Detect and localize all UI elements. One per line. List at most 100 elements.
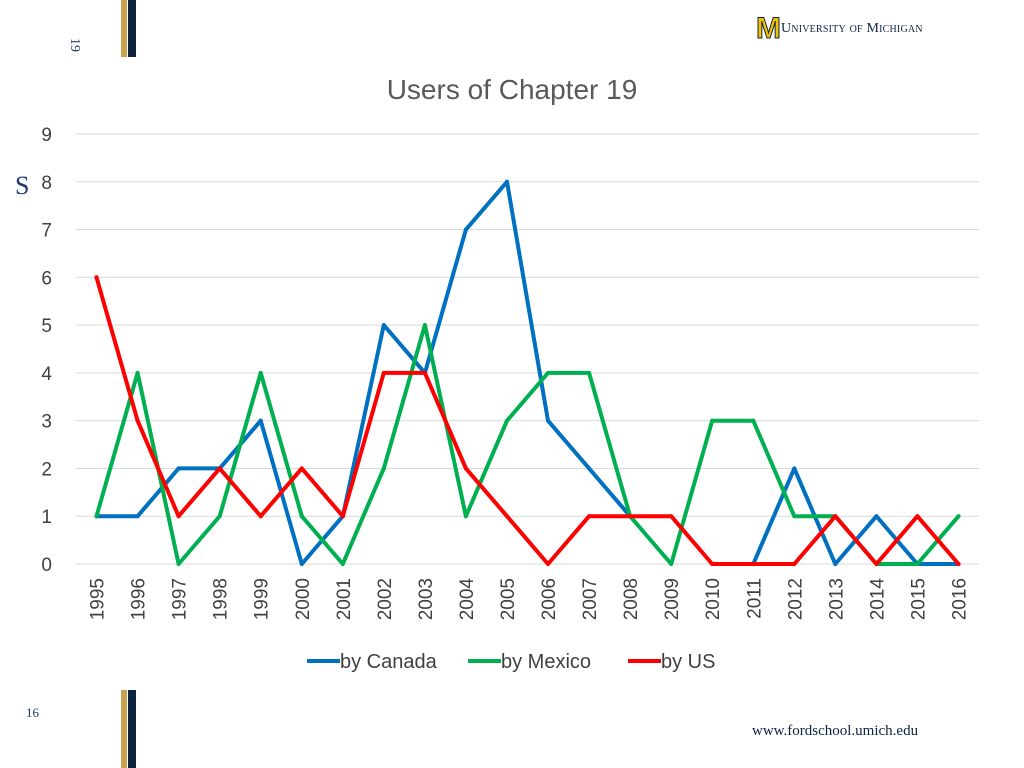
chart-title: Users of Chapter 19 [387,74,638,105]
data-point [135,370,140,375]
data-point [176,562,181,566]
data-point [258,514,263,519]
x-tick-label: 2001 [334,578,355,620]
x-tick-label: 2006 [539,578,560,620]
x-tick-label: 1995 [88,578,109,620]
page-number: 16 [26,705,39,720]
data-point [956,562,961,566]
legend-label: by Canada [340,651,438,673]
legend-label: by Mexico [501,651,591,673]
y-tick-label: 4 [41,364,52,385]
website-url: www.fordschool.umich.edu [752,723,919,739]
data-point [381,370,386,375]
bottom-decorative-rule [121,690,137,768]
data-point [628,514,633,519]
data-point [792,514,797,519]
data-point [669,514,674,519]
data-point [546,370,551,375]
data-point [710,418,715,423]
x-tick-label: 2000 [293,578,314,620]
side-letter: S [15,171,30,200]
y-tick-label: 0 [41,555,52,576]
data-point [956,514,961,519]
x-tick-label: 2015 [908,578,929,620]
data-point [504,179,509,184]
x-tick-label: 2002 [375,578,396,620]
data-point [587,370,592,375]
data-point [833,514,838,519]
x-tick-label: 2011 [744,578,765,619]
x-tick-label: 2010 [703,578,724,620]
y-tick-label: 2 [41,459,52,480]
data-point [546,418,551,423]
data-point [340,562,345,566]
data-point [381,466,386,471]
data-point [751,562,756,566]
data-point [587,466,592,471]
x-tick-label: 2003 [416,578,437,620]
data-point [915,514,920,519]
top-decorative-rule [121,0,137,57]
y-axis-ticks: 0 1 2 3 4 5 6 7 8 9 [41,125,52,576]
data-point [94,275,99,280]
y-tick-label: 8 [41,173,52,194]
data-point [176,466,181,471]
y-tick-label: 1 [41,507,52,528]
x-tick-label: 2007 [580,578,601,620]
data-point [217,514,222,519]
logo-wordmark: University of Michigan [781,21,923,36]
y-tick-label: 6 [41,268,52,289]
x-tick-label: 1996 [129,578,150,620]
x-tick-label: 2008 [621,578,642,620]
data-point [915,562,920,566]
x-axis-ticks: 1995 1996 1997 1998 1999 2000 2001 2002 2003 2004… [88,578,971,621]
data-point [833,562,838,566]
block-m-logo: M [756,12,782,45]
data-point [299,562,304,566]
data-point [546,562,551,566]
data-point [874,514,879,519]
data-point [710,562,715,566]
y-tick-label: 9 [41,125,52,146]
data-point [463,514,468,519]
y-tick-label: 3 [41,412,52,433]
data-point [422,323,427,328]
y-tick-label: 7 [41,221,52,242]
data-point [381,323,386,328]
university-logo: M University of Michigan [756,12,923,45]
data-point [217,466,222,471]
series-line-2 [94,323,961,566]
data-point [463,466,468,471]
data-point [504,418,509,423]
x-tick-label: 1997 [170,578,191,620]
navy-stripe [128,690,136,768]
legend-label: by US [661,651,715,673]
x-tick-label: 2005 [498,578,519,620]
gold-stripe [121,0,127,57]
data-point [669,562,674,566]
x-tick-label: 2014 [867,578,888,621]
data-point [504,514,509,519]
line-chart: Users of Chapter 19 0 1 2 3 4 5 6 7 8 9 1995 1996 1… [41,74,979,673]
data-point [587,514,592,519]
data-point [422,370,427,375]
y-tick-label: 5 [41,316,52,337]
navy-stripe [128,0,136,57]
data-point [135,514,140,519]
x-tick-label: 2016 [949,578,970,620]
data-point [258,418,263,423]
data-point [258,370,263,375]
x-tick-label: 2009 [662,578,683,620]
data-point [299,514,304,519]
gold-stripe [121,690,127,768]
data-point [176,514,181,519]
data-point [299,466,304,471]
data-point [94,514,99,519]
x-tick-label: 2013 [826,578,847,620]
gridlines [76,133,979,565]
x-tick-label: 1999 [252,578,273,620]
data-point [792,466,797,471]
data-point [792,562,797,566]
data-point [135,418,140,423]
legend: by Canada by Mexico by US [307,651,715,673]
